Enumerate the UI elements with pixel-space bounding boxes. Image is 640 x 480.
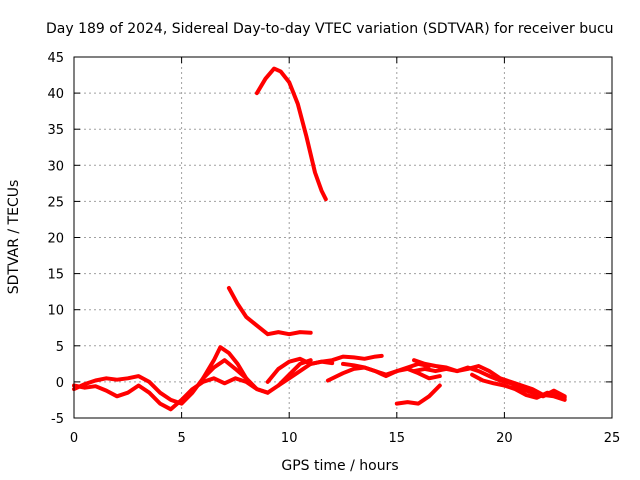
series-arc-7: [276, 353, 384, 388]
y-tick-label: 35: [47, 123, 64, 138]
series-arc-10: [412, 358, 567, 402]
series-arc-3: [72, 345, 270, 406]
series-layer: [72, 66, 567, 412]
y-tick-label: 20: [47, 232, 64, 247]
y-axis-label: SDTVAR / TECUs: [6, 180, 22, 295]
x-ticks: 0 5 10 15 20 25: [70, 57, 620, 446]
series-arc-1: [254, 66, 328, 202]
y-tick-label: 45: [47, 51, 64, 66]
series-arc-13: [470, 372, 567, 400]
series-arc-5: [201, 358, 249, 381]
x-axis-label: GPS time / hours: [281, 458, 398, 474]
y-tick-label: 0: [56, 376, 64, 391]
series-arc-12: [394, 383, 442, 406]
series-arc-9: [341, 361, 442, 381]
y-tick-label: 15: [47, 268, 64, 283]
y-ticks: 45 40 35 30 25 20 15 10 5 0 -5: [47, 51, 612, 427]
series-arc-2: [226, 286, 313, 337]
x-tick-label: 20: [496, 431, 513, 446]
y-tick-label: 25: [47, 195, 64, 210]
grid: [74, 57, 612, 418]
y-tick-label: -5: [51, 412, 64, 427]
y-tick-label: 40: [47, 87, 64, 102]
x-tick-label: 25: [604, 431, 621, 446]
x-tick-label: 10: [281, 431, 298, 446]
series-arc-4: [72, 358, 313, 412]
x-tick-label: 0: [70, 431, 78, 446]
x-tick-label: 5: [177, 431, 185, 446]
y-tick-label: 5: [56, 340, 64, 355]
x-tick-label: 15: [389, 431, 406, 446]
chart-title: Day 189 of 2024, Sidereal Day-to-day VTE…: [46, 21, 614, 37]
y-tick-label: 10: [47, 304, 64, 319]
y-tick-label: 30: [47, 159, 64, 174]
